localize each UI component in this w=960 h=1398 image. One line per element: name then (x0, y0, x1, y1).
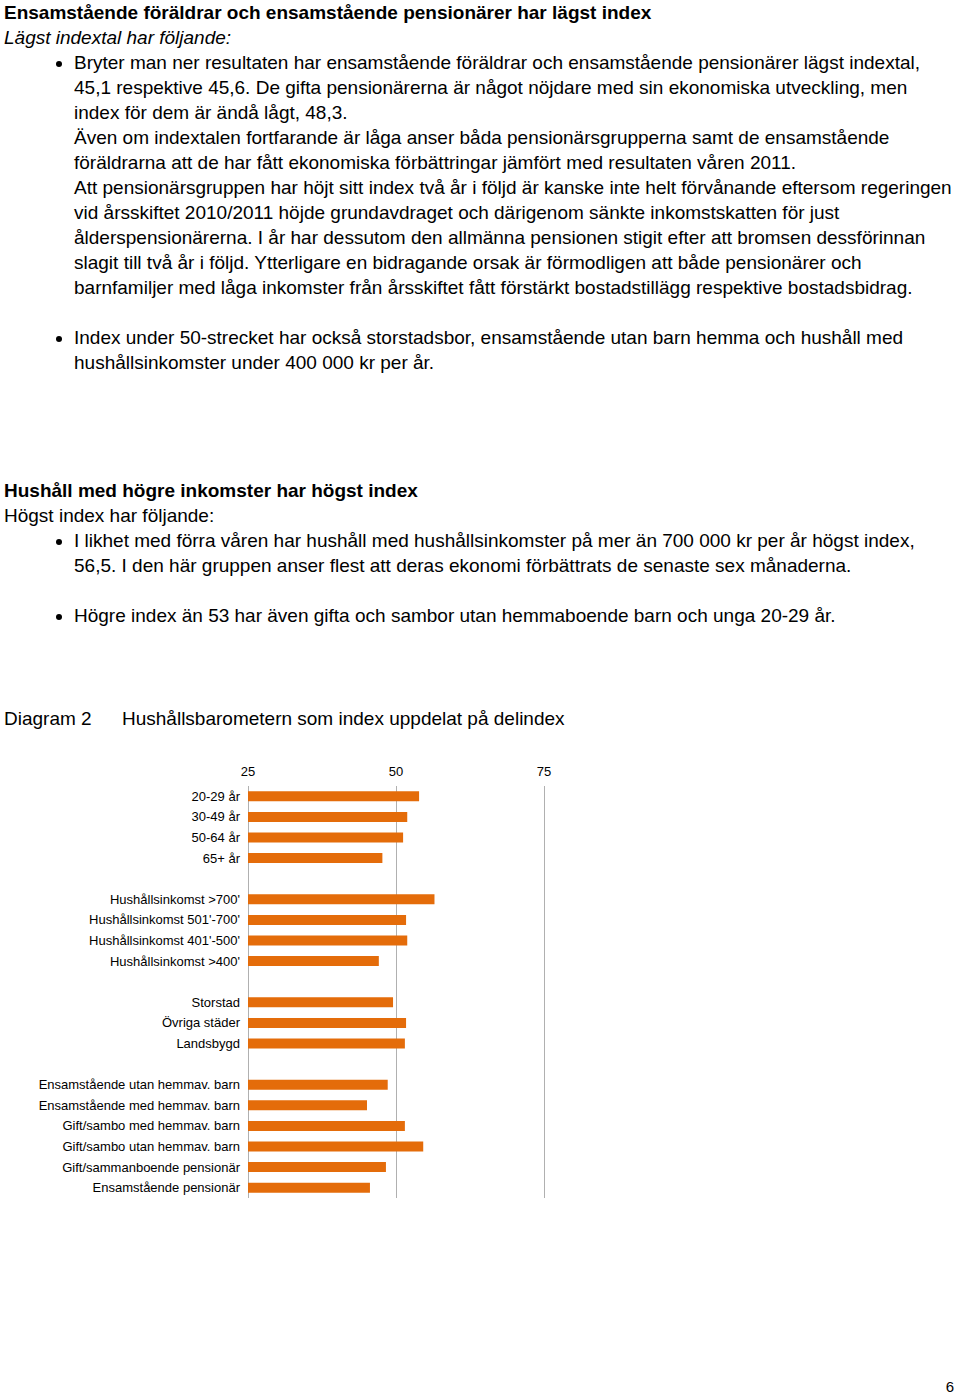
html-text:Hushåll med högre inkomster ha: Hushåll med högre inkomster har högst in… (4, 480, 418, 501)
svg-text:20-29 år: 20-29 år (192, 789, 241, 804)
html-text:Även om indextalen fortfarande: Även om indextalen fortfarande är låga a… (74, 127, 890, 173)
svg-text:50-64 år: 50-64 år (192, 830, 241, 845)
html-text:Hushållsbarometern som index u: Hushållsbarometern som index uppdelat på… (122, 708, 565, 729)
svg-text:Storstad: Storstad (192, 995, 240, 1010)
svg-text:Gift/sammanboende pensionär: Gift/sammanboende pensionär (62, 1160, 240, 1175)
svg-text:Hushållsinkomst 501'-700': Hushållsinkomst 501'-700' (89, 912, 240, 927)
html-text:Diagram 2: Diagram 2 (4, 708, 92, 729)
html-text:Ensamstående föräldrar och ens: Ensamstående föräldrar och ensamstående … (4, 2, 652, 23)
svg-text:25: 25 (241, 764, 255, 779)
svg-text:30-49 år: 30-49 år (192, 809, 241, 824)
html-text:6: 6 (945, 1378, 954, 1395)
html-text:Index under 50-strecket har oc: Index under 50-strecket har också storst… (74, 327, 904, 373)
html-text:Högst index har följande:: Högst index har följande: (4, 505, 215, 526)
html-text:I likhet med förra våren har h: I likhet med förra våren har hushåll med… (74, 530, 915, 576)
svg-text:50: 50 (389, 764, 403, 779)
svg-text:Gift/sambo utan hemmav. barn: Gift/sambo utan hemmav. barn (62, 1139, 240, 1154)
html-text:Att pensionärsgruppen har höjt: Att pensionärsgruppen har höjt sitt inde… (74, 177, 952, 298)
svg-text:Gift/sambo med hemmav. barn: Gift/sambo med hemmav. barn (63, 1118, 241, 1133)
svg-text:Ensamstående utan hemmav. barn: Ensamstående utan hemmav. barn (39, 1077, 240, 1092)
svg-text:Hushållsinkomst >400': Hushållsinkomst >400' (110, 954, 240, 969)
svg-text:75: 75 (537, 764, 551, 779)
svg-text:Övriga städer: Övriga städer (162, 1015, 241, 1030)
html-text:Bryter man ner resultaten har: Bryter man ner resultaten har ensamståen… (74, 52, 920, 123)
svg-text:Ensamstående pensionär: Ensamstående pensionär (93, 1180, 241, 1195)
html-text:Högre index än 53 har även gif: Högre index än 53 har även gifta och sam… (74, 605, 836, 626)
html-text:Lägst indextal har följande:: Lägst indextal har följande: (4, 27, 232, 48)
svg-text:Ensamstående med hemmav. barn: Ensamstående med hemmav. barn (39, 1098, 240, 1113)
svg-text:65+ år: 65+ år (203, 851, 241, 866)
svg-text:Hushållsinkomst 401'-500': Hushållsinkomst 401'-500' (89, 933, 240, 948)
svg-text:Landsbygd: Landsbygd (176, 1036, 240, 1051)
svg-text:Hushållsinkomst >700': Hushållsinkomst >700' (110, 892, 240, 907)
